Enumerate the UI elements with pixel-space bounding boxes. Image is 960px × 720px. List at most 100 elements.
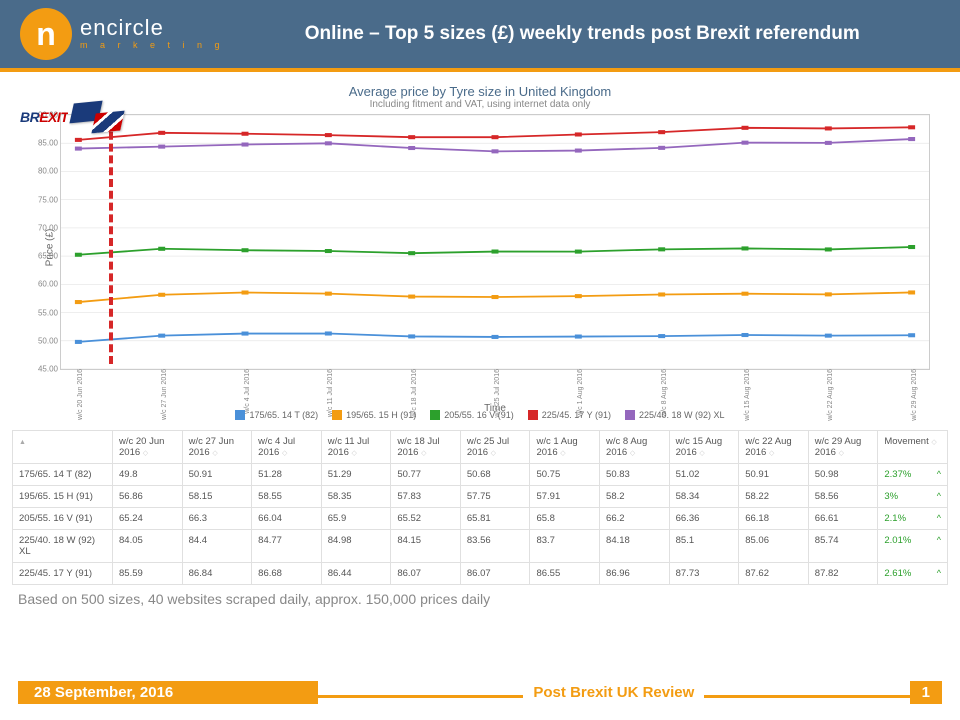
up-arrow-icon: ^ [937,568,941,578]
table-cell: 85.74 [808,530,878,563]
row-label: 175/65. 14 T (82) [13,464,113,486]
table-cell: 49.8 [113,464,183,486]
table-cell: 58.34 [669,486,739,508]
y-axis-label: Price (£) [44,229,55,267]
table-cell: 50.83 [600,464,670,486]
table-cell: 84.18 [600,530,670,563]
legend-item: 225/45. 17 Y (91) [528,410,611,420]
table-row: 225/45. 17 Y (91)85.5986.8486.6886.4486.… [13,563,948,585]
table-row: 225/40. 18 W (92) XL84.0584.484.7784.98 8… [13,530,948,563]
row-label: 225/40. 18 W (92) XL [13,530,113,563]
table-cell: 65.52 [391,508,461,530]
brexit-label: BREXIT [20,109,68,125]
table-cell: 66.2 [600,508,670,530]
table-cell: 66.18 [739,508,809,530]
header-bar: n encircle m a r k e t i n g Online – To… [0,0,960,72]
y-tick-label: 80.00 [38,167,61,176]
table-cell: 65.8 [530,508,600,530]
table-cell: 51.28 [252,464,322,486]
table-cell: 66.3 [182,508,252,530]
chart-subtitle: Including fitment and VAT, using interne… [20,99,940,110]
row-label: 225/45. 17 Y (91) [13,563,113,585]
table-cell: 87.82 [808,563,878,585]
y-tick-label: 65.00 [38,252,61,261]
brand-name: encircle [80,17,225,39]
table-row: 175/65. 14 T (82)49.850.9151.2851.2950.7… [13,464,948,486]
table-cell: 50.98 [808,464,878,486]
movement-cell: 3%^ [878,486,948,508]
footer-divider [704,688,909,698]
table-cell: 86.84 [182,563,252,585]
table-header: Movement ◇ [878,431,948,464]
table-cell: 56.86 [113,486,183,508]
brand-tagline: m a r k e t i n g [80,39,225,52]
row-label: 195/65. 15 H (91) [13,486,113,508]
brexit-marker-line [109,120,113,364]
table-cell: 51.02 [669,464,739,486]
chart-plot: Price (£) Time 45.0050.0055.0060.0065.00… [60,114,930,370]
table-header: w/c 1 Aug 2016 ◇ [530,431,600,464]
table-cell: 50.77 [391,464,461,486]
table-header: w/c 15 Aug 2016 ◇ [669,431,739,464]
table-cell: 58.55 [252,486,322,508]
table-cell: 86.07 [391,563,461,585]
table-cell: 65.24 [113,508,183,530]
legend-swatch-icon [528,410,538,420]
legend-swatch-icon [235,410,245,420]
footnote: Based on 500 sizes, 40 websites scraped … [18,591,942,607]
table-cell: 84.4 [182,530,252,563]
table-header: w/c 27 Jun 2016 ◇ [182,431,252,464]
legend-label: 205/55. 16 V (91) [444,410,514,420]
table-cell: 86.07 [460,563,530,585]
table-cell: 57.75 [460,486,530,508]
legend-item: 205/55. 16 V (91) [430,410,514,420]
up-arrow-icon: ^ [937,469,941,479]
table-cell: 58.35 [321,486,391,508]
uk-cube-icon [92,111,125,134]
movement-cell: 2.37%^ [878,464,948,486]
table-cell: 50.68 [460,464,530,486]
table-cell: 83.7 [530,530,600,563]
up-arrow-icon: ^ [937,491,941,501]
table-header: w/c 11 Jul 2016 ◇ [321,431,391,464]
table-cell: 50.75 [530,464,600,486]
table-cell: 83.56 [460,530,530,563]
table-row: 195/65. 15 H (91)56.8658.1558.5558.3557.… [13,486,948,508]
table-cell: 50.91 [739,464,809,486]
table-header: w/c 25 Jul 2016 ◇ [460,431,530,464]
legend-swatch-icon [430,410,440,420]
table-cell: 65.9 [321,508,391,530]
legend-label: 225/40. 18 W (92) XL [639,410,725,420]
footer-bar: 28 September, 2016 Post Brexit UK Review… [18,681,942,704]
table-cell: 86.68 [252,563,322,585]
chart-svg [61,115,929,369]
row-label: 205/55. 16 V (91) [13,508,113,530]
table-cell: 58.22 [739,486,809,508]
y-tick-label: 70.00 [38,223,61,232]
legend-label: 175/65. 14 T (82) [249,410,318,420]
legend-item: 175/65. 14 T (82) [235,410,318,420]
y-tick-label: 75.00 [38,195,61,204]
y-tick-label: 55.00 [38,308,61,317]
legend-label: 195/65. 15 H (91) [346,410,416,420]
table-cell: 66.04 [252,508,322,530]
table-header: ▲ [13,431,113,464]
movement-cell: 2.01%^ [878,530,948,563]
legend-swatch-icon [332,410,342,420]
legend-swatch-icon [625,410,635,420]
table-header: w/c 4 Jul 2016 ◇ [252,431,322,464]
movement-cell: 2.61%^ [878,563,948,585]
table-cell: 85.06 [739,530,809,563]
logo: n encircle m a r k e t i n g [20,8,225,60]
table-cell: 84.98 [321,530,391,563]
table-header: w/c 29 Aug 2016 ◇ [808,431,878,464]
table-cell: 84.77 [252,530,322,563]
table-cell: 84.05 [113,530,183,563]
page-title: Online – Top 5 sizes (£) weekly trends p… [225,23,940,45]
table-cell: 66.61 [808,508,878,530]
y-tick-label: 85.00 [38,139,61,148]
footer-divider [318,688,523,698]
x-tick-label: w/c 4 Jul 2016 [242,369,251,414]
chart-legend: 175/65. 14 T (82) 195/65. 15 H (91) 205/55… [20,410,940,420]
y-tick-label: 60.00 [38,280,61,289]
